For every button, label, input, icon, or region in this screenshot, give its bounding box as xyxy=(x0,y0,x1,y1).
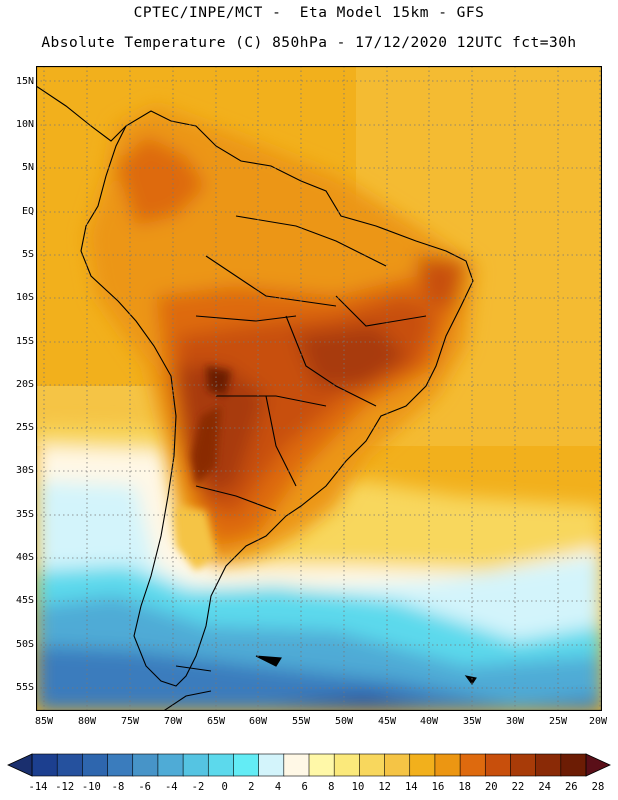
colorbar-label: 8 xyxy=(328,781,335,793)
colorbar-label: -6 xyxy=(138,781,152,793)
title-line-1: CPTEC/INPE/MCT - Eta Model 15km - GFS xyxy=(133,5,485,21)
lon-label: 40W xyxy=(419,716,439,727)
lon-label: 75W xyxy=(120,716,140,727)
lon-label: 85W xyxy=(34,716,54,727)
colorbar-label: 14 xyxy=(404,781,418,793)
colorbar-swatch xyxy=(207,753,235,777)
colorbar-label: 2 xyxy=(248,781,255,793)
lon-label: 50W xyxy=(334,716,354,727)
colorbar-swatch xyxy=(359,753,386,777)
colorbar-label: 18 xyxy=(458,781,472,793)
colorbar-label: -10 xyxy=(81,781,101,793)
colorbar-swatch xyxy=(308,753,335,777)
lon-label: 70W xyxy=(163,716,183,727)
lon-label: 80W xyxy=(77,716,97,727)
lat-label: 30S xyxy=(15,465,34,476)
colorbar-swatch xyxy=(182,753,209,777)
colorbar-label: -8 xyxy=(111,781,125,793)
lat-label: 5N xyxy=(21,162,34,173)
colorbar-label: -2 xyxy=(191,781,205,793)
lat-label: 50S xyxy=(15,639,34,650)
lat-label: 10S xyxy=(15,292,34,303)
colorbar-swatch xyxy=(484,753,512,777)
lat-label: 55S xyxy=(15,682,34,693)
temperature-field xyxy=(36,66,602,711)
colorbar-label: 0 xyxy=(221,781,228,793)
colorbar-underflow-arrow xyxy=(7,753,33,777)
lon-label: 25W xyxy=(548,716,568,727)
colorbar-label: 22 xyxy=(511,781,525,793)
colorbar-label: 4 xyxy=(274,781,282,793)
lat-label: 15S xyxy=(15,336,34,347)
colorbar-swatch xyxy=(258,753,285,777)
colorbar-swatch xyxy=(434,753,461,777)
colorbar-label: 10 xyxy=(351,781,365,793)
colorbar-swatch xyxy=(409,753,436,777)
map-frame xyxy=(36,66,602,711)
lat-label: 20S xyxy=(15,379,34,390)
colorbar-swatch xyxy=(459,753,486,777)
colorbar-label: 24 xyxy=(538,781,552,793)
title-line-2: Absolute Temperature (C) 850hPa - 17/12/… xyxy=(41,35,577,51)
lon-label: 55W xyxy=(291,716,311,727)
lon-label: 65W xyxy=(206,716,226,727)
temperature-map xyxy=(36,66,602,711)
colorbar-overflow-arrow xyxy=(585,753,611,777)
colorbar-label: 26 xyxy=(564,781,578,793)
lon-label: 45W xyxy=(377,716,397,727)
colorbar-swatch xyxy=(157,753,184,777)
colorbar-swatch xyxy=(132,753,159,777)
colorbar-label: -4 xyxy=(164,781,178,793)
colorbar-label: 28 xyxy=(591,781,605,793)
lat-label: 15N xyxy=(15,76,34,87)
lat-label: 45S xyxy=(15,595,34,606)
colorbar-label: 12 xyxy=(378,781,392,793)
colorbar-label: 6 xyxy=(301,781,308,793)
lat-label: EQ xyxy=(21,206,34,217)
lon-label: 30W xyxy=(505,716,525,727)
lon-label: 35W xyxy=(462,716,482,727)
lat-label: 10N xyxy=(15,119,34,130)
colorbar-swatch xyxy=(107,753,134,777)
colorbar-swatch xyxy=(535,753,562,777)
colorbar-swatch xyxy=(510,753,537,777)
colorbar-swatch xyxy=(384,753,411,777)
colorbar-label: -12 xyxy=(55,781,75,793)
colorbar-swatch xyxy=(56,753,83,777)
colorbar-swatch xyxy=(283,753,310,777)
colorbar-swatch xyxy=(31,753,58,777)
colorbar-label: -14 xyxy=(28,781,48,793)
colorbar xyxy=(7,753,611,777)
colorbar-swatch xyxy=(233,753,260,777)
lat-label: 35S xyxy=(15,509,34,520)
colorbar-label: 16 xyxy=(431,781,445,793)
colorbar-label: 20 xyxy=(484,781,498,793)
lat-label: 40S xyxy=(15,552,34,563)
colorbar-swatch xyxy=(333,753,360,777)
colorbar-swatch xyxy=(560,753,587,777)
lon-label: 20W xyxy=(588,716,608,727)
colorbar-swatch xyxy=(82,753,109,777)
lat-label: 25S xyxy=(15,422,34,433)
lat-label: 5S xyxy=(21,249,34,260)
lon-label: 60W xyxy=(248,716,268,727)
